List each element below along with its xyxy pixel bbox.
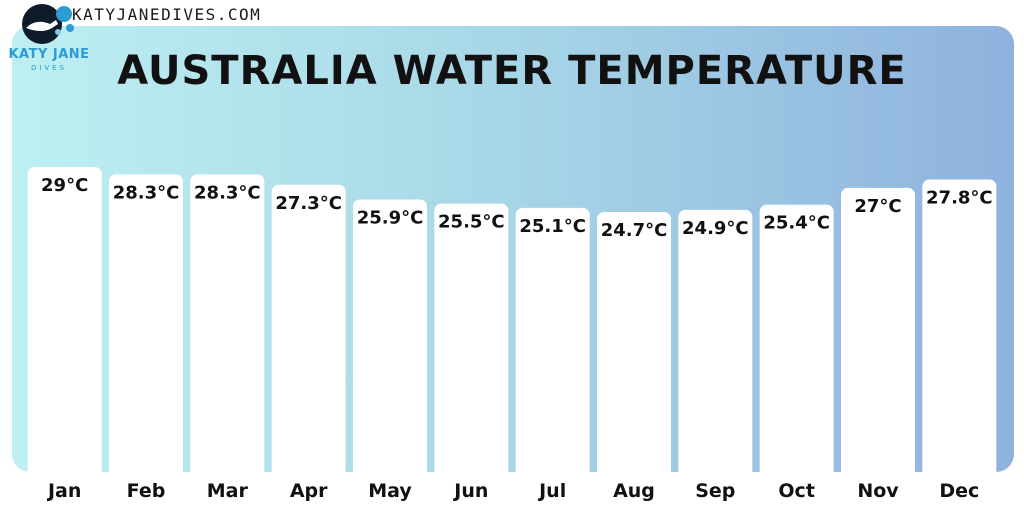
- brand-logo[interactable]: KATY JANE DIVES: [4, 2, 94, 72]
- data-label: 28.3°C: [194, 182, 261, 203]
- data-label: 27.8°C: [926, 188, 993, 209]
- x-tick-label: Aug: [613, 480, 655, 502]
- bar-mar: [190, 174, 265, 479]
- data-label: 27.3°C: [275, 193, 342, 214]
- bar-aug: [597, 212, 671, 478]
- bar-jan: [27, 167, 102, 478]
- brand-name: KATY JANE: [8, 47, 90, 62]
- data-label: 25.4°C: [763, 213, 830, 234]
- data-label: 29°C: [41, 175, 88, 196]
- data-label: 25.5°C: [438, 212, 505, 233]
- x-tick-label: Feb: [127, 480, 166, 502]
- data-label: 25.9°C: [357, 207, 424, 228]
- site-header: KATYJANEDIVES.COM: [0, 0, 1024, 28]
- x-tick-label: Dec: [939, 480, 979, 502]
- data-label: 25.1°C: [519, 216, 586, 237]
- x-tick-label: Sep: [695, 480, 735, 502]
- x-tick-label: May: [368, 480, 412, 502]
- data-label: 27°C: [854, 196, 901, 217]
- x-tick-label: Oct: [778, 480, 815, 502]
- brand-subtitle: DIVES: [30, 64, 68, 72]
- x-tick-label: Apr: [290, 480, 328, 502]
- bar-apr: [271, 184, 346, 478]
- chart-title: AUSTRALIA WATER TEMPERATURE: [117, 48, 907, 94]
- x-tick-label: Nov: [857, 480, 899, 502]
- bar-oct: [759, 204, 834, 478]
- bar-may: [353, 199, 427, 478]
- bar-jun: [434, 203, 509, 478]
- bar-sep: [678, 209, 753, 478]
- x-tick-label: Jan: [46, 480, 81, 502]
- data-label: 28.3°C: [113, 182, 180, 203]
- x-tick-label: Mar: [207, 480, 249, 502]
- data-label: 24.7°C: [601, 220, 668, 241]
- bar-feb: [109, 174, 183, 479]
- bar-nov: [841, 187, 915, 478]
- x-tick-label: Jul: [537, 480, 566, 502]
- site-url[interactable]: KATYJANEDIVES.COM: [72, 5, 262, 24]
- bar-jul: [515, 207, 590, 478]
- scuba-diver-icon: [22, 4, 74, 44]
- data-label: 24.9°C: [682, 218, 749, 239]
- bar-dec: [922, 179, 997, 478]
- x-tick-label: Jun: [452, 480, 488, 502]
